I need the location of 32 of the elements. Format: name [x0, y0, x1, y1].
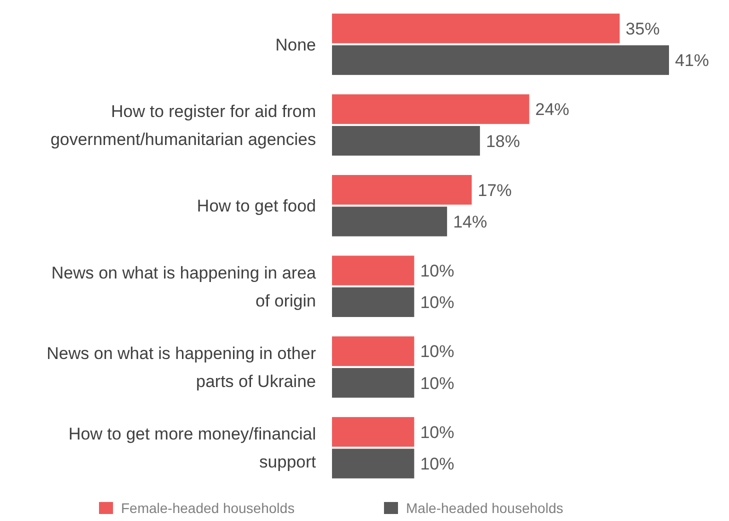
bar — [332, 45, 669, 75]
data-label: 35% — [626, 19, 660, 38]
bar — [332, 126, 480, 156]
data-label: 10% — [420, 262, 454, 281]
bar — [332, 14, 620, 44]
y-tick-label: News on what is happening in area of origin — [51, 263, 317, 310]
data-label: 18% — [486, 132, 520, 151]
legend-label: Female-headed households — [121, 500, 295, 516]
y-tick-label: None — [275, 35, 316, 54]
legend-label: Male-headed households — [406, 500, 564, 516]
bar — [332, 368, 414, 398]
y-tick-label: How to register for aid from government/humanitarian agencies — [50, 102, 316, 149]
bar — [332, 448, 414, 478]
bar — [332, 206, 448, 236]
bar — [332, 174, 472, 205]
y-tick-label: How to get food — [196, 196, 316, 216]
y-tick-label: How to get more money/financial support — [68, 424, 316, 472]
bar — [332, 336, 414, 366]
data-label: 10% — [420, 454, 454, 474]
bar — [332, 417, 414, 447]
data-label: 10% — [420, 422, 454, 442]
bar — [332, 256, 414, 286]
data-label: 10% — [420, 374, 454, 393]
bar — [332, 94, 530, 124]
data-label: 17% — [478, 180, 512, 200]
data-label: 41% — [675, 51, 710, 70]
data-label: 24% — [535, 100, 570, 120]
bar — [332, 287, 414, 318]
data-label: 10% — [420, 293, 454, 312]
data-label: 10% — [420, 342, 454, 362]
data-label: 14% — [453, 212, 488, 232]
y-tick-label: News on what is happening in other parts of Ukraine — [46, 344, 316, 392]
